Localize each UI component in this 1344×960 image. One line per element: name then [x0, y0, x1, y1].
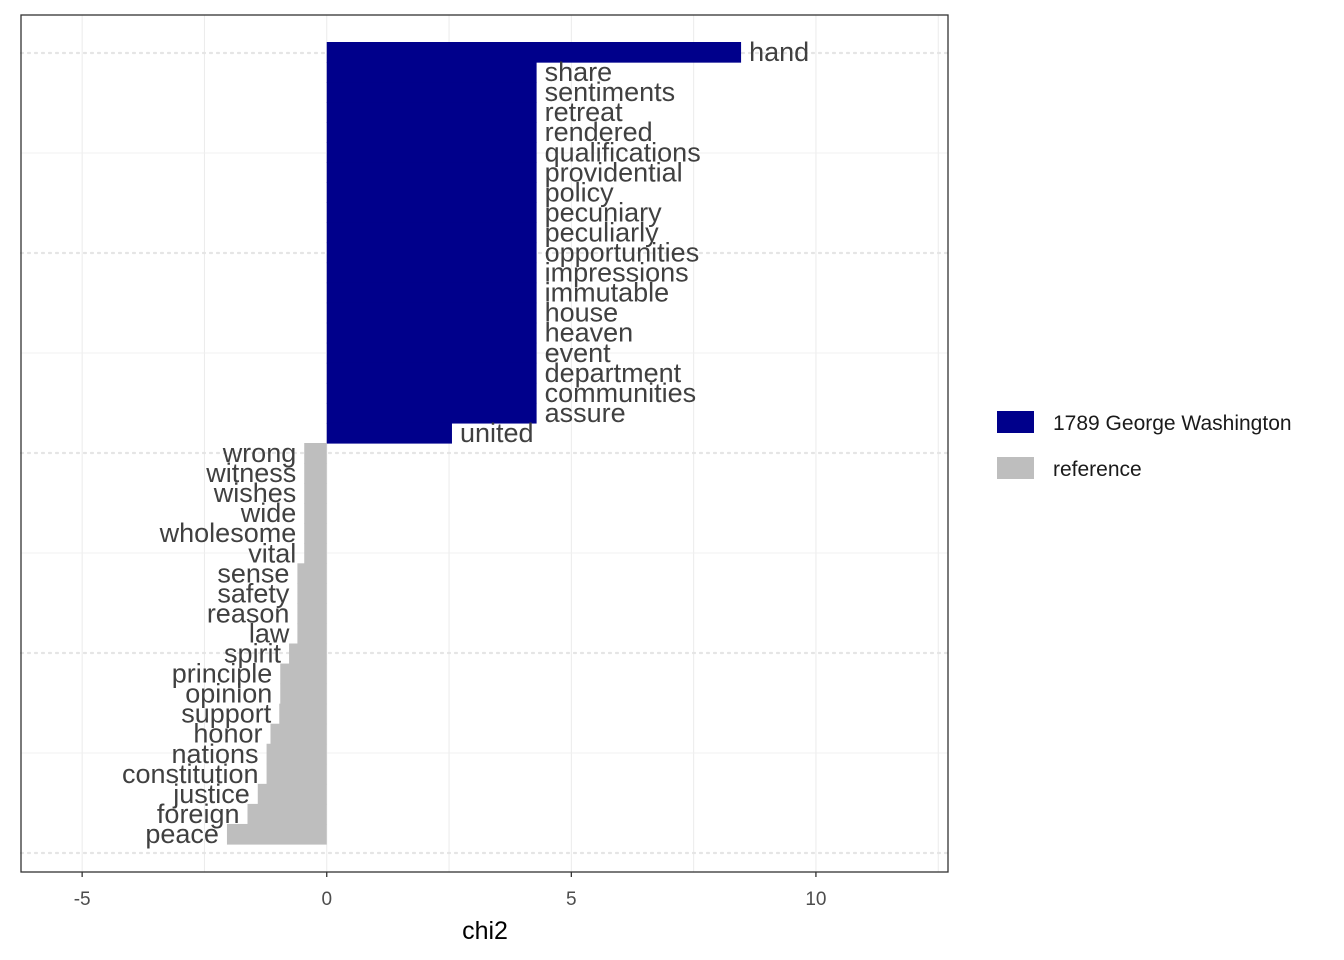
bar-label-witness: witness [205, 458, 296, 488]
plot-panel-border [20, 14, 949, 873]
bar-label-nations: nations [171, 739, 258, 769]
bar-label-support: support [181, 699, 272, 729]
bar-label-vital: vital [248, 538, 296, 568]
legend-key-target [997, 411, 1034, 433]
bar-sense [297, 563, 327, 584]
x-axis-ticks: -5 0 5 10 [74, 872, 826, 910]
bar-safety [297, 583, 327, 604]
bar-label-heaven: heaven [545, 318, 634, 348]
x-tick-label: -5 [74, 889, 91, 910]
bar-label-event: event [545, 338, 612, 368]
bar-wishes [304, 483, 327, 504]
bar-providential [326, 162, 537, 183]
bar-event [326, 342, 537, 364]
bar-hand [326, 42, 742, 63]
bar-foreign [247, 803, 327, 825]
bar-label-constitution: constitution [122, 759, 259, 789]
bar-peace [226, 823, 327, 845]
bar-policy [326, 182, 537, 203]
bar-principle [280, 663, 327, 685]
bar-sentiments [326, 82, 537, 103]
bar-label-house: house [545, 298, 619, 328]
bar-spirit [289, 643, 327, 665]
bar-assure [326, 402, 537, 424]
bar-honor [270, 723, 327, 745]
bar-label-reason: reason [207, 598, 290, 628]
bar-impressions [326, 262, 537, 284]
bar-label-wholesome: wholesome [159, 518, 297, 548]
bar-labels-layer: hand sharesentimentsretreatrenderedqualif… [122, 37, 809, 849]
bar-label-wrong: wrong [222, 438, 297, 468]
bar-label-honor: honor [193, 719, 262, 749]
bar-label-wide: wide [240, 498, 297, 528]
bar-house [326, 302, 537, 324]
bar-law [297, 623, 327, 645]
legend: 1789 George Washington reference [997, 411, 1292, 481]
bar-heaven [326, 322, 537, 344]
bar-vital [304, 543, 327, 564]
bar-label-share: share [545, 57, 613, 87]
bar-label-law: law [249, 618, 290, 648]
bar-label-policy: policy [545, 177, 615, 207]
legend-label-reference: reference [1053, 458, 1142, 481]
bar-united [326, 422, 452, 444]
bar-label-peculiarly: peculiarly [545, 217, 660, 247]
bar-label-justice: justice [172, 779, 250, 809]
bar-department [326, 362, 537, 384]
x-tick-label: 10 [805, 889, 826, 910]
bar-label-rendered: rendered [545, 117, 653, 147]
bar-label-pecuniary: pecuniary [545, 197, 663, 227]
bar-opinion [280, 683, 327, 705]
x-tick-label: 5 [566, 889, 577, 910]
bar-rendered [326, 122, 537, 143]
legend-key-reference [997, 457, 1034, 479]
bar-label-qualifications: qualifications [545, 137, 701, 167]
bar-witness [304, 463, 327, 484]
bar-support [279, 703, 327, 725]
bar-label-safety: safety [217, 578, 290, 608]
bar-constitution [266, 763, 327, 785]
bar-label-providential: providential [545, 157, 683, 187]
bar-communities [326, 382, 537, 404]
bar-peculiarly [326, 222, 537, 244]
bar-wide [304, 503, 327, 524]
bar-label-department: department [545, 358, 682, 388]
bar-label-opportunities: opportunities [545, 238, 700, 268]
x-tick-label: 0 [321, 889, 332, 910]
bar-qualifications [326, 142, 537, 163]
bar-label-spirit: spirit [224, 639, 282, 669]
bar-label-foreign: foreign [157, 799, 240, 829]
bar-nations [266, 743, 327, 765]
x-axis-title: chi2 [462, 917, 508, 945]
bar-label-impressions: impressions [545, 258, 689, 288]
bar-label-assure: assure [545, 398, 626, 428]
bar-wrong [304, 443, 327, 464]
bar-retreat [326, 102, 537, 123]
bar-label-peace: peace [145, 819, 219, 849]
bar-label-communities: communities [545, 378, 697, 408]
bar-label-retreat: retreat [545, 97, 624, 127]
bar-label-immutable: immutable [545, 278, 670, 308]
bar-immutable [326, 282, 537, 304]
bar-label-sentiments: sentiments [545, 77, 676, 107]
bar-opportunities [326, 242, 537, 264]
legend-label-target: 1789 George Washington [1053, 412, 1292, 435]
bar-justice [257, 783, 327, 805]
bar-label-wishes: wishes [213, 478, 297, 508]
bars-layer [226, 42, 742, 845]
bar-label-principle: principle [172, 659, 273, 689]
bar-pecuniary [326, 202, 537, 224]
bar-wholesome [304, 523, 327, 544]
bar-label-hand: hand [749, 37, 809, 67]
bar-label-sense: sense [217, 558, 289, 588]
bar-reason [297, 603, 327, 625]
bar-label-opinion: opinion [185, 679, 272, 709]
bar-share [326, 62, 537, 83]
bar-label-united: united [460, 418, 534, 448]
